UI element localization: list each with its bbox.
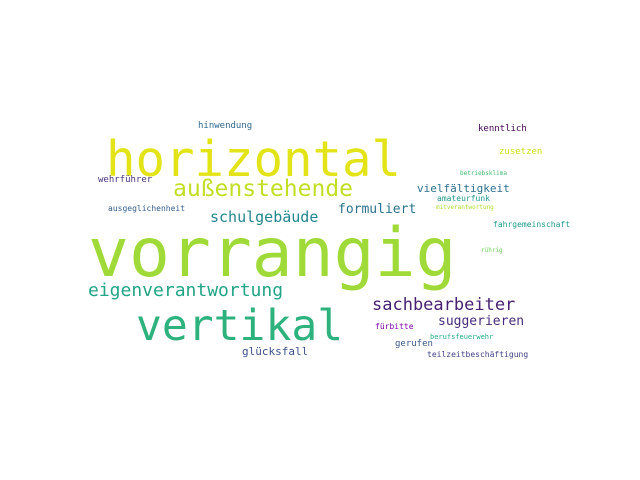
- word-ruehrig: rührig: [481, 247, 503, 254]
- word-vertikal: vertikal: [136, 301, 344, 351]
- word-hinwendung: hinwendung: [198, 121, 253, 131]
- word-betriebsklima: betriebsklima: [460, 170, 507, 177]
- word-ausgeglichenheit: ausgeglichenheit: [108, 204, 186, 213]
- word-formuliert: formuliert: [338, 202, 417, 217]
- word-wehrfuehrer: wehrführer: [98, 175, 153, 185]
- word-eigenverantwortung: eigenverantwortung: [88, 280, 284, 301]
- word-mitverantwortung: mitverantwortung: [436, 204, 494, 211]
- word-schulgebaeude: schulgebäude: [210, 208, 319, 226]
- word-aussenstehende: außenstehende: [173, 176, 354, 202]
- word-sachbearbeiter: sachbearbeiter: [372, 295, 516, 315]
- word-fuerbitte: fürbitte: [375, 322, 414, 331]
- word-vielfaeltigkeit: vielfältigkeit: [417, 182, 510, 195]
- word-suggerieren: suggerieren: [438, 314, 525, 329]
- word-fahrgemeinschaft: fahrgemeinschaft: [493, 220, 571, 229]
- word-kenntlich: kenntlich: [478, 124, 527, 134]
- word-zusetzen: zusetzen: [499, 147, 543, 157]
- word-gerufen: gerufen: [395, 339, 433, 349]
- word-gluecksfall: glücksfall: [242, 345, 309, 358]
- word-teilzeitbeschaeftigung: teilzeitbeschäftigung: [427, 350, 529, 359]
- word-vorrangig: vorrangig: [88, 214, 457, 293]
- word-berufsfeuerwehr: berufsfeuerwehr: [430, 333, 494, 341]
- word-amateurfunk: amateurfunk: [437, 194, 490, 203]
- word-horizontal: horizontal: [106, 131, 402, 188]
